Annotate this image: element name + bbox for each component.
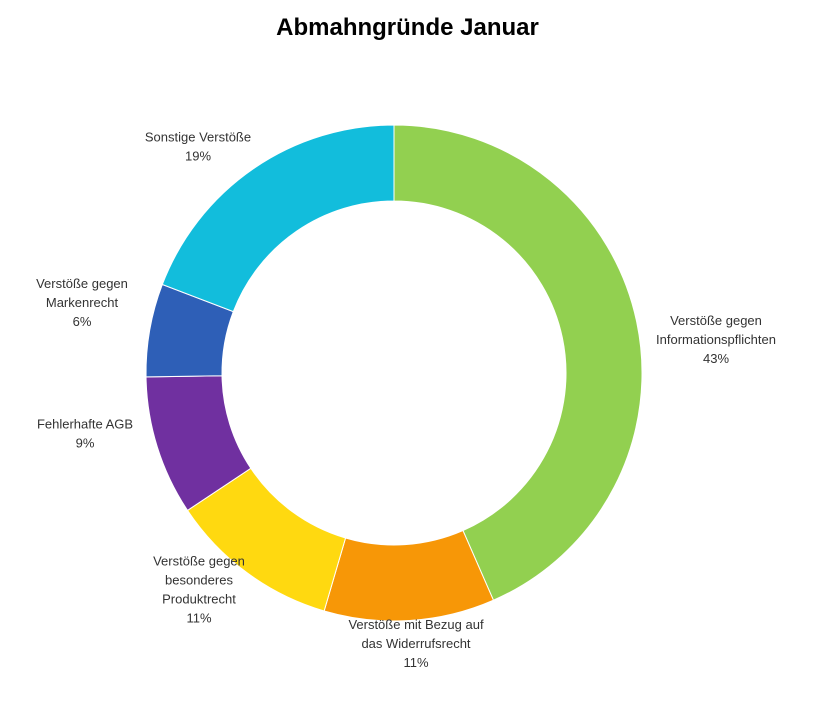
slice-label-line: Fehlerhafte AGB — [37, 417, 133, 432]
slice-label: Fehlerhafte AGB 9% — [37, 417, 133, 451]
slice-value-label: 19% — [185, 149, 211, 164]
slice-label-line: Verstöße mit Bezug auf — [348, 617, 484, 632]
slice-label-line: Verstöße gegen — [36, 276, 128, 291]
slice-label: Verstöße gegen Informationspflichten 43% — [656, 313, 776, 366]
slice-value-label: 43% — [703, 351, 729, 366]
slice-label: Verstöße gegen besonderes Produktrecht 11% — [153, 554, 245, 626]
slice-label-line: Verstöße gegen — [670, 313, 762, 328]
slice-label-line: Informationspflichten — [656, 332, 776, 347]
labels-layer: Verstöße gegen Informationspflichten 43%Ve… — [36, 130, 776, 671]
slice-label: Verstöße mit Bezug auf das Widerrufsrecht… — [348, 617, 484, 670]
slice-value-label: 6% — [73, 314, 92, 329]
slice-label-line: besonderes — [165, 573, 233, 588]
donut-slice — [161, 124, 395, 313]
donut-slice — [323, 529, 495, 622]
donut-slice — [393, 124, 643, 601]
slice-label-line: das Widerrufsrecht — [361, 636, 470, 651]
slices-layer — [145, 124, 643, 622]
slice-value-label: 11% — [186, 611, 211, 626]
chart-title: Abmahngründe Januar — [276, 14, 539, 41]
slice-label: Verstöße gegen Markenrecht 6% — [36, 276, 128, 329]
slice-label-line: Produktrecht — [162, 592, 236, 607]
slice-label-line: Markenrecht — [46, 295, 119, 310]
slice-label-line: Verstöße gegen — [153, 554, 245, 569]
slice-value-label: 11% — [403, 655, 428, 670]
slice-value-label: 9% — [76, 436, 95, 451]
slice-label-line: Sonstige Verstöße — [145, 130, 251, 145]
slice-label: Sonstige Verstöße 19% — [145, 130, 251, 164]
